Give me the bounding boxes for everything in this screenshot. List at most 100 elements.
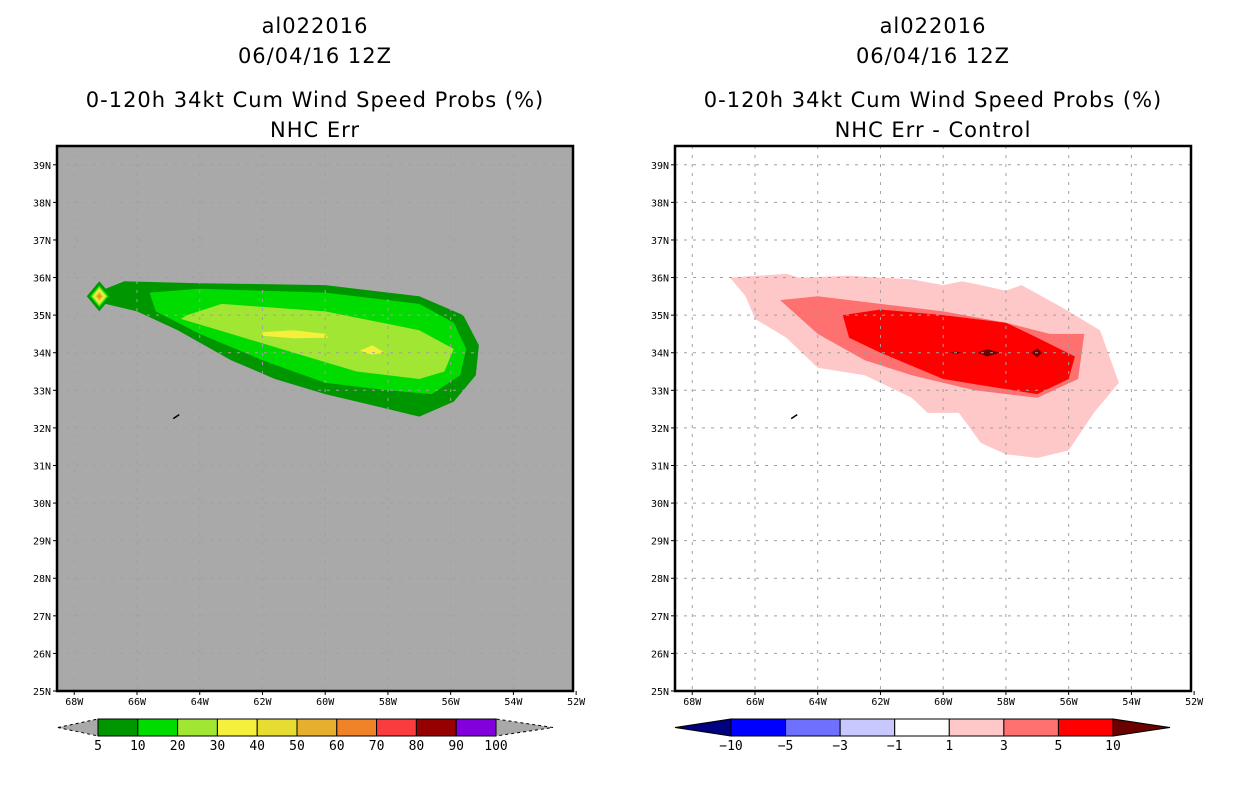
right-colorbar: −10 −5 −3 −1 1 3 5 10 — [674, 718, 1171, 754]
plot-background — [675, 146, 1191, 691]
y-tick-label: 30N — [651, 499, 669, 510]
x-tick-label: 68W — [683, 697, 702, 708]
y-tick-label: 31N — [651, 461, 669, 472]
colorbar-label: 50 — [289, 739, 305, 754]
colorbar-over-arrow — [1112, 718, 1171, 737]
x-tick-label: 52W — [567, 697, 586, 708]
x-tick-label: 58W — [997, 697, 1016, 708]
y-tick-label: 30N — [33, 499, 51, 510]
x-tick-label: 66W — [746, 697, 765, 708]
colorbar-label: 20 — [170, 739, 186, 754]
y-tick-label: 34N — [651, 349, 669, 360]
left-chart-title: 0-120h 34kt Cum Wind Speed Probs (%) — [85, 88, 545, 112]
colorbar-swatch — [839, 718, 896, 737]
x-tick-label: 54W — [1122, 697, 1141, 708]
y-tick-label: 28N — [651, 574, 669, 585]
right-chart-subtitle: NHC Err - Control — [834, 118, 1032, 142]
y-tick-label: 34N — [33, 349, 51, 360]
plot-background — [57, 146, 573, 691]
left-storm-id: al022016 — [261, 14, 369, 38]
y-tick-label: 37N — [651, 236, 669, 247]
colorbar-swatch — [455, 718, 497, 737]
colorbar-swatch — [415, 718, 457, 737]
x-tick-label: 58W — [379, 697, 398, 708]
x-tick-label: 66W — [128, 697, 147, 708]
y-tick-label: 36N — [33, 274, 51, 285]
colorbar-swatch — [730, 718, 787, 737]
colorbar-label: −3 — [832, 739, 848, 754]
colorbar-label: 90 — [448, 739, 464, 754]
y-tick-label: 26N — [33, 649, 51, 660]
y-tick-label: 25N — [651, 687, 669, 698]
y-tick-label: 38N — [33, 198, 51, 209]
colorbar-label: 3 — [1000, 739, 1008, 754]
y-tick-label: 35N — [651, 311, 669, 322]
colorbar-swatch — [948, 718, 1005, 737]
x-tick-label: 62W — [253, 697, 272, 708]
right-storm-id: al022016 — [879, 14, 987, 38]
y-tick-label: 32N — [651, 424, 669, 435]
plot-frame — [55, 144, 575, 693]
y-tick-label: 29N — [33, 537, 51, 548]
contour-level-5 — [842, 309, 1075, 395]
x-tick-label: 64W — [191, 697, 210, 708]
colorbar-label: −5 — [778, 739, 794, 754]
left-map-panel: 68W 66W 64W 62W 60W 58W 56W 54W 52W 25N 26N 27N 28N 2… — [33, 144, 586, 708]
y-tick-label: 29N — [651, 537, 669, 548]
colorbar-label: 80 — [409, 739, 425, 754]
x-tick-label: 60W — [316, 697, 335, 708]
x-tick-label: 56W — [442, 697, 461, 708]
colorbar-label: 10 — [130, 739, 146, 754]
y-tick-label: 38N — [651, 198, 669, 209]
colorbar-label: 100 — [484, 739, 507, 754]
y-tick-label: 39N — [651, 161, 669, 172]
right-datetime: 06/04/16 12Z — [855, 44, 1011, 68]
y-tick-label: 39N — [33, 161, 51, 172]
y-tick-label: 31N — [33, 461, 51, 472]
contour-level-60 — [97, 294, 101, 299]
y-tick-label: 33N — [651, 386, 669, 397]
y-tick-label: 37N — [33, 236, 51, 247]
colorbar-swatch — [376, 718, 417, 737]
y-tick-label: 27N — [651, 612, 669, 623]
x-tick-label: 64W — [809, 697, 828, 708]
x-tick-label: 52W — [1185, 697, 1204, 708]
colorbar-swatch — [296, 718, 338, 737]
y-tick-label: 25N — [33, 687, 51, 698]
colorbar-label: 10 — [1105, 739, 1121, 754]
colorbar-label: 70 — [369, 739, 385, 754]
colorbar-swatch — [97, 718, 139, 737]
left-chart-subtitle: NHC Err — [269, 118, 360, 142]
y-tick-label: 26N — [651, 649, 669, 660]
colorbar-swatch — [216, 718, 258, 737]
colorbar-under-arrow — [674, 718, 732, 737]
colorbar-label: 40 — [249, 739, 265, 754]
colorbar-swatch — [336, 718, 378, 737]
colorbar-label: 5 — [94, 739, 102, 754]
colorbar-swatch — [256, 718, 298, 737]
island-coastline — [172, 413, 180, 420]
colorbar-swatch — [894, 718, 950, 737]
colorbar-under-arrow — [57, 718, 99, 737]
colorbar-swatch — [177, 718, 218, 737]
colorbar-label: −10 — [719, 739, 742, 754]
colorbar-over-arrow — [495, 718, 554, 737]
contour-level-10 — [977, 349, 1000, 357]
y-tick-label: 33N — [33, 386, 51, 397]
colorbar-label: 30 — [210, 739, 226, 754]
colorbar-label: −1 — [887, 739, 903, 754]
right-chart-title: 0-120h 34kt Cum Wind Speed Probs (%) — [703, 88, 1163, 112]
x-tick-label: 60W — [934, 697, 953, 708]
right-map-panel: 68W 66W 64W 62W 60W 58W 56W 54W 52W 25N 26N 27N 28N 2… — [651, 144, 1204, 708]
left-datetime: 06/04/16 12Z — [237, 44, 393, 68]
y-tick-label: 28N — [33, 574, 51, 585]
contour-level-30 — [262, 330, 329, 339]
y-tick-label: 27N — [33, 612, 51, 623]
colorbar-label: 5 — [1055, 739, 1063, 754]
colorbar-swatch — [137, 718, 179, 737]
y-tick-label: 32N — [33, 424, 51, 435]
island-coastline — [790, 413, 798, 420]
x-tick-label: 68W — [65, 697, 84, 708]
colorbar-swatch — [785, 718, 841, 737]
